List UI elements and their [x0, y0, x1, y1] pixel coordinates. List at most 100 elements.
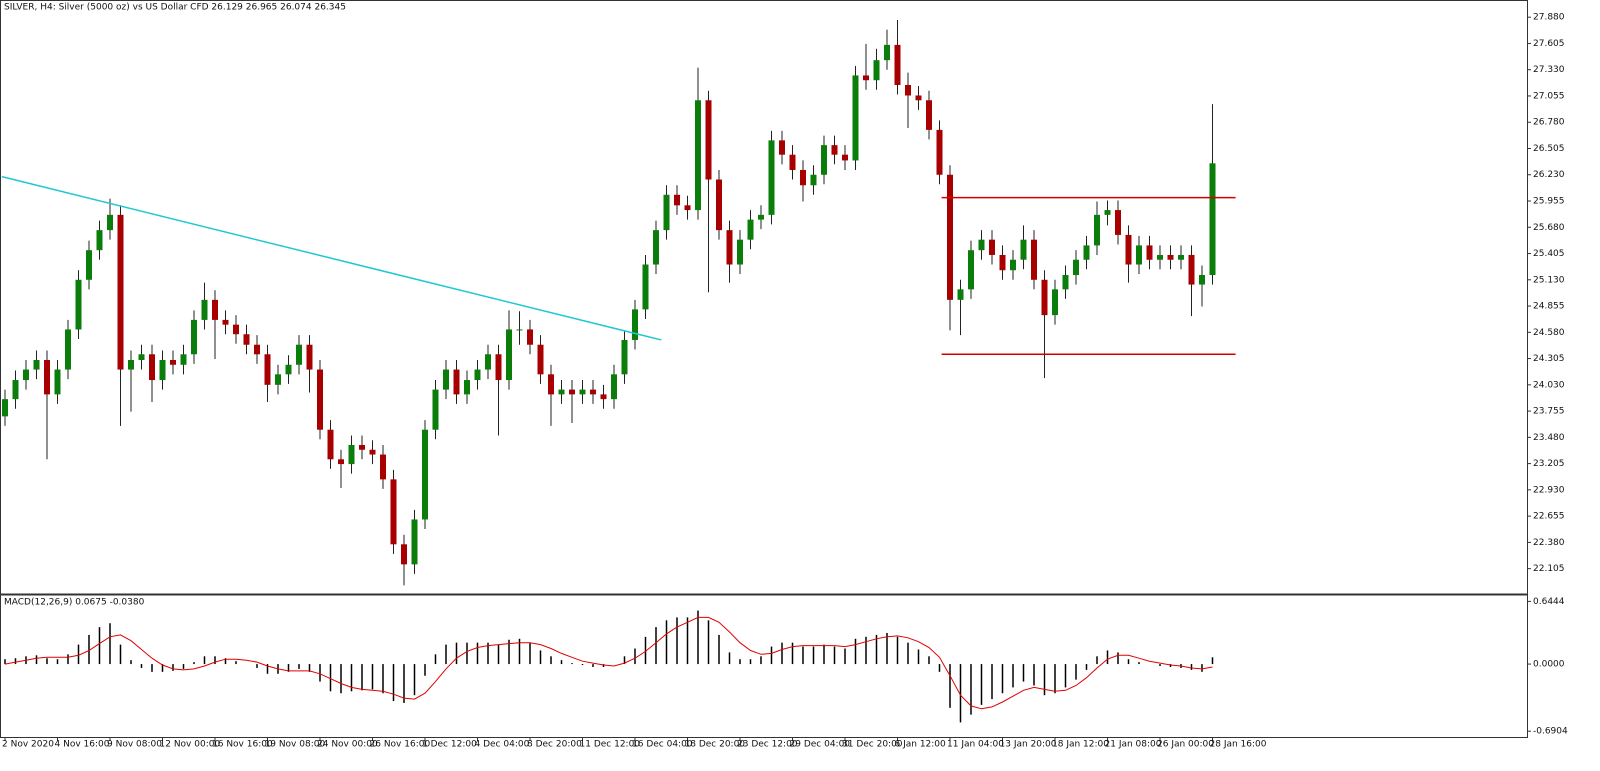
candle-body: [653, 230, 659, 265]
candle-body: [117, 214, 124, 370]
candle-body: [600, 394, 607, 400]
candle-body: [464, 380, 470, 395]
x-tick-label: 11 Dec 12:00: [580, 740, 641, 750]
candle-body: [96, 230, 103, 251]
x-tick-label: 26 Jan 00:00: [1157, 740, 1214, 750]
x-tick-label: 6 Jan 12:00: [895, 740, 947, 750]
candle-body: [957, 289, 964, 300]
y-tick-label: 25.130: [1533, 275, 1565, 285]
candle-body: [527, 329, 533, 345]
candle-body: [779, 140, 785, 155]
candle-body: [863, 75, 869, 81]
candle-body: [821, 145, 827, 175]
candle-body: [149, 354, 155, 381]
candle-body: [191, 319, 197, 355]
candle-body: [474, 369, 481, 381]
x-tick-label: 8 Dec 20:00: [527, 740, 582, 750]
candle-body: [621, 339, 628, 375]
candle-body: [726, 230, 733, 265]
candle-body: [978, 239, 985, 251]
candle-body: [747, 219, 754, 240]
candle-body: [243, 334, 250, 345]
candle-body: [789, 154, 796, 170]
y-tick-label: 23.480: [1533, 433, 1565, 443]
x-tick-label: 18 Dec 20:00: [685, 740, 746, 750]
candle-body: [548, 374, 554, 395]
x-tick-label: 16 Nov 16:00: [212, 740, 273, 750]
candle-body: [411, 519, 418, 565]
candle-body: [1167, 254, 1174, 260]
candle-body: [212, 299, 218, 320]
x-tick-label: 19 Nov 08:00: [265, 740, 326, 750]
candle-body: [852, 75, 859, 161]
candle-body: [758, 214, 764, 220]
candle-body: [201, 299, 208, 320]
indicator-title: MACD(12,26,9) 0.0675 -0.0380: [4, 598, 145, 608]
x-tick-label: 28 Jan 16:00: [1210, 740, 1267, 750]
candle-body: [1146, 245, 1153, 260]
candle-body: [537, 344, 544, 375]
candle-body: [684, 205, 691, 211]
y-tick-label: 25.955: [1533, 197, 1565, 207]
candle-body: [65, 329, 71, 370]
candle-body: [222, 319, 229, 325]
candle-body: [999, 254, 1006, 271]
candle-body: [1083, 245, 1090, 260]
candle-body: [915, 95, 922, 101]
candle-body: [1031, 239, 1037, 280]
x-tick-label: 31 Dec 20:00: [842, 740, 903, 750]
y-tick-label: 27.880: [1533, 13, 1565, 23]
candle-body: [642, 264, 649, 310]
signal-line: [4, 616, 1213, 710]
candle-body: [107, 214, 113, 231]
y-tick-label: 22.655: [1533, 512, 1565, 522]
y-tick-label: 22.930: [1533, 485, 1565, 495]
candle-body: [86, 250, 92, 280]
x-tick-label: 23 Dec 12:00: [737, 740, 798, 750]
candle-body: [453, 369, 460, 395]
x-tick-label: 4 Nov 16:00: [55, 740, 110, 750]
candle-body: [327, 429, 334, 460]
candle-body: [170, 360, 176, 365]
candle-body: [128, 360, 134, 370]
candle-body: [1188, 254, 1195, 285]
candle-body: [884, 44, 890, 61]
candle-body: [33, 360, 40, 370]
x-tick-label: 16 Dec 04:00: [632, 740, 693, 750]
y-tick-label: 23.205: [1533, 459, 1565, 469]
frame: [0, 0, 1528, 738]
candle-body: [905, 84, 911, 96]
candle-body: [254, 344, 260, 355]
y-tick-label: 27.605: [1533, 39, 1565, 49]
y-tick-label: 22.105: [1533, 564, 1565, 574]
chart-title: SILVER, H4: Silver (5000 oz) vs US Dolla…: [4, 3, 346, 13]
candle-body: [705, 100, 712, 180]
candle-body: [1209, 163, 1216, 276]
candle-body: [674, 194, 680, 206]
y-tick-label: 22.380: [1533, 538, 1565, 548]
y-tick-label: 26.505: [1533, 144, 1565, 154]
candle-body: [1020, 239, 1027, 260]
candle-body: [768, 140, 775, 215]
candle-body: [296, 344, 302, 365]
candle-body: [1052, 289, 1058, 316]
y-tick-label: 27.055: [1533, 91, 1565, 101]
candle-body: [2, 399, 8, 417]
candle-body: [159, 360, 166, 381]
y-tick-label: -0.6904: [1533, 727, 1568, 737]
candle-body: [12, 380, 19, 400]
candle-body: [989, 239, 995, 255]
candle-body: [44, 360, 50, 395]
x-tick-label: 13 Jan 20:00: [1000, 740, 1057, 750]
x-tick-label: 29 Dec 04:00: [790, 740, 851, 750]
candle-body: [495, 354, 502, 381]
candle-body: [1041, 279, 1048, 316]
y-tick-label: 25.680: [1533, 223, 1565, 233]
y-tick-label: 24.855: [1533, 302, 1565, 312]
x-tick-label: 18 Jan 12:00: [1052, 740, 1109, 750]
candle-body: [485, 354, 491, 370]
y-tick-label: 23.755: [1533, 407, 1565, 417]
x-tick-label: 2 Nov 2020: [2, 740, 54, 750]
x-tick-label: 21 Jan 08:00: [1105, 740, 1162, 750]
x-tick-label: 1 Dec 12:00: [422, 740, 477, 750]
